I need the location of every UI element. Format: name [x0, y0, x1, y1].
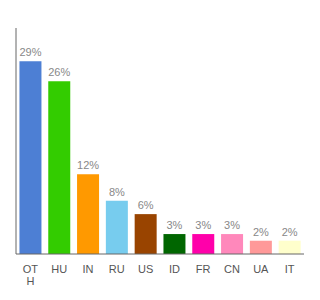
- svg-text:OTH: OTH: [23, 263, 39, 287]
- svg-text:UA: UA: [253, 263, 269, 275]
- svg-text:HU: HU: [51, 263, 67, 275]
- svg-text:6%: 6%: [138, 199, 154, 211]
- svg-text:3%: 3%: [224, 219, 240, 231]
- svg-text:FR: FR: [196, 263, 211, 275]
- svg-text:ID: ID: [169, 263, 180, 275]
- svg-text:2%: 2%: [253, 226, 269, 238]
- svg-text:IT: IT: [285, 263, 295, 275]
- svg-text:3%: 3%: [167, 219, 183, 231]
- svg-text:29%: 29%: [19, 46, 41, 58]
- svg-text:8%: 8%: [109, 186, 125, 198]
- svg-text:3%: 3%: [195, 219, 211, 231]
- svg-text:CN: CN: [224, 263, 240, 275]
- svg-text:IN: IN: [83, 263, 94, 275]
- svg-text:RU: RU: [109, 263, 125, 275]
- svg-text:26%: 26%: [48, 66, 70, 78]
- svg-text:12%: 12%: [77, 159, 99, 171]
- svg-text:2%: 2%: [282, 226, 298, 238]
- svg-text:US: US: [138, 263, 153, 275]
